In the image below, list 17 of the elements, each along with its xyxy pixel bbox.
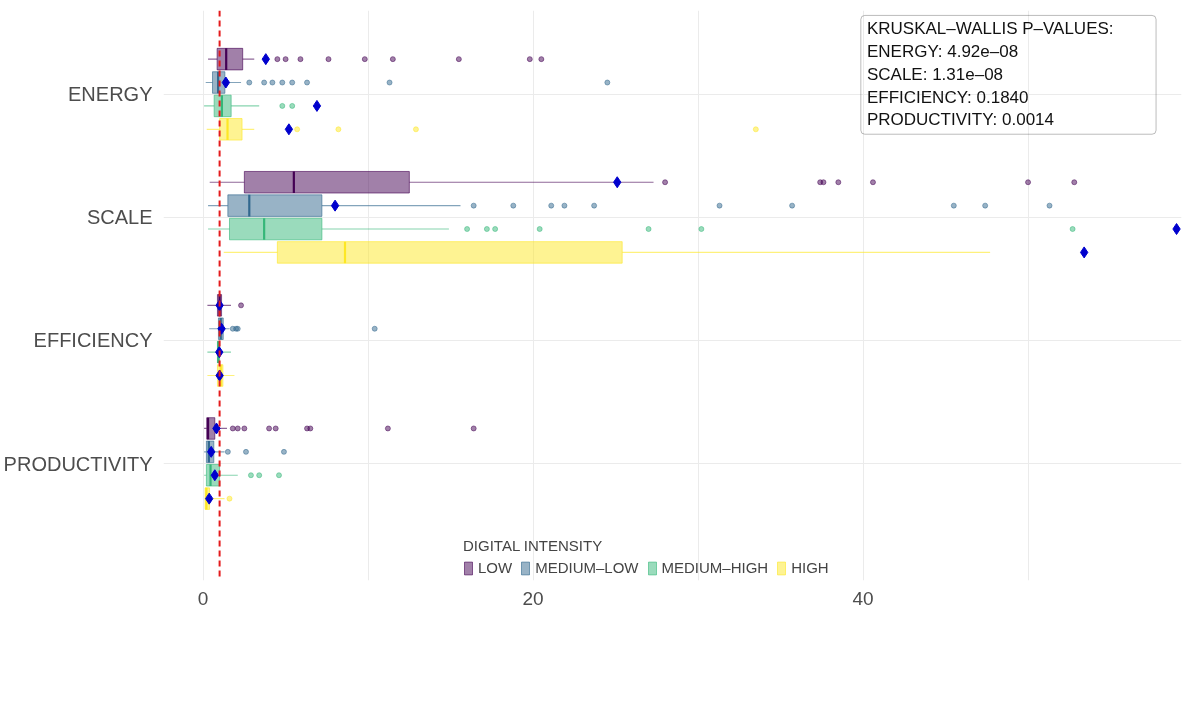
legend-label: MEDIUM–HIGH — [661, 559, 769, 576]
y-tick-label: SCALE — [86, 206, 153, 229]
x-tick-label: 0 — [197, 587, 209, 609]
annotation: EFFICIENCY: 0.1840 — [866, 87, 1029, 107]
legend-label: HIGH — [791, 559, 829, 576]
annotation: KRUSKAL–WALLIS P–VALUES: — [866, 19, 1114, 39]
annotation: PRODUCTIVITY: 0.0014 — [866, 110, 1055, 130]
annotation: ENERGY: 4.92e–08 — [866, 41, 1019, 61]
legend-label: LOW — [478, 559, 513, 576]
legend-label: MEDIUM–LOW — [535, 559, 639, 576]
x-tick-label: 20 — [522, 587, 544, 609]
y-tick-label: EFFICIENCY — [33, 329, 153, 352]
x-tick-label: 40 — [852, 587, 874, 609]
legend-title: DIGITAL INTENSITY — [463, 537, 604, 554]
y-tick-label: ENERGY — [68, 83, 153, 106]
annotation: SCALE: 1.31e–08 — [866, 64, 1004, 84]
y-tick-label: PRODUCTIVITY — [3, 452, 153, 475]
